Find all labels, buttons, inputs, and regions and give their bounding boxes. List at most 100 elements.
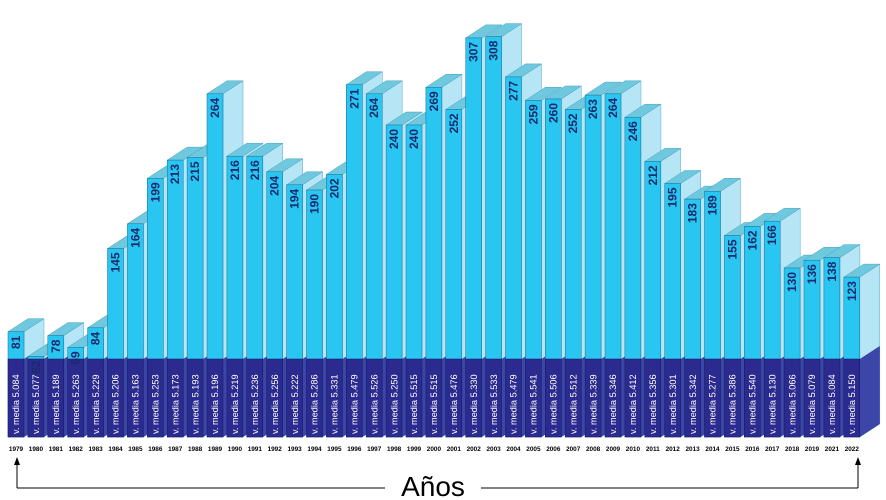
bar-band: [445, 358, 463, 438]
bar-band: [266, 358, 283, 438]
bar-band: [226, 358, 244, 438]
value-label: 260: [546, 103, 560, 123]
year-label: 1990: [228, 446, 243, 453]
bar-band: [47, 358, 65, 438]
year-label: 2014: [705, 446, 720, 453]
bar-band: [425, 358, 443, 438]
year-label: 2017: [765, 446, 780, 453]
year-label: 2021: [825, 446, 840, 453]
bar-band: [306, 358, 323, 438]
media-label: v. media 5.193: [190, 374, 200, 434]
year-label: 1991: [248, 446, 263, 453]
media-label: v. media 5.236: [250, 374, 260, 434]
value-label: 62: [29, 360, 43, 374]
value-label: 189: [706, 195, 720, 215]
bar-band: [127, 358, 144, 438]
value-label: 78: [49, 339, 63, 353]
media-label: v. media 5.515: [429, 374, 439, 434]
bar-side-band: [859, 346, 880, 437]
value-label: 213: [168, 164, 182, 184]
media-label: v. media 5.346: [608, 374, 618, 434]
year-label: 1986: [148, 446, 163, 453]
bar-band: [107, 358, 124, 438]
year-label: 2005: [526, 446, 541, 453]
bar-2022: 123 v. media 5.150 2022: [842, 263, 881, 453]
year-label: 1993: [287, 446, 302, 453]
media-label: v. media 5.173: [170, 374, 180, 434]
value-label: 307: [467, 42, 481, 62]
year-label: 1998: [387, 446, 402, 453]
media-label: v. media 5.130: [767, 374, 777, 434]
value-label: 166: [765, 225, 779, 245]
bar-band: [843, 358, 861, 438]
bar-band: [465, 358, 482, 438]
value-label: 69: [69, 351, 83, 365]
bar-band: [823, 358, 841, 438]
media-label: v. media 5.342: [688, 374, 698, 434]
year-label: 2016: [745, 446, 760, 453]
value-label: 216: [228, 160, 242, 180]
media-label: v. media 5.512: [568, 374, 578, 434]
bar-band: [724, 358, 741, 438]
bar-band: [485, 358, 502, 438]
year-label: 2000: [427, 446, 442, 453]
value-label: 271: [347, 88, 361, 108]
bar-band: [186, 358, 204, 438]
year-label: 1980: [29, 446, 44, 453]
media-label: v. media 5.301: [668, 374, 678, 434]
bar-band: [803, 358, 821, 438]
year-label: 1981: [49, 446, 64, 453]
media-label: v. media 5.515: [409, 374, 419, 434]
media-label: v. media 5.077: [31, 374, 41, 434]
media-label: v. media 5.084: [827, 374, 837, 434]
value-label: 155: [725, 239, 739, 259]
year-label: 1988: [188, 446, 203, 453]
value-label: 84: [89, 331, 103, 345]
year-label: 1985: [128, 446, 143, 453]
media-label: v. media 5.150: [847, 374, 857, 434]
value-label: 123: [845, 281, 859, 301]
media-label: v. media 5.526: [369, 374, 379, 434]
value-label: 136: [805, 264, 819, 284]
media-label: v. media 5.506: [549, 374, 559, 434]
bar-band: [704, 358, 721, 438]
value-label: 252: [566, 113, 580, 133]
media-label: v. media 5.206: [111, 374, 121, 434]
year-label: 2015: [725, 446, 740, 453]
media-label: v. media 5.479: [350, 374, 360, 434]
axis-arrow-left-head: [14, 457, 20, 465]
year-label: 1979: [9, 446, 24, 453]
bar-band: [405, 358, 423, 438]
media-label: v. media 5.277: [708, 374, 718, 434]
value-label: 194: [288, 188, 302, 208]
media-label: v. media 5.540: [748, 374, 758, 434]
media-label: v. media 5.263: [71, 374, 81, 434]
value-label: 240: [387, 129, 401, 149]
x-axis-label: Años: [401, 471, 465, 500]
bar-band: [87, 358, 104, 438]
bar-band: [664, 358, 681, 438]
year-label: 2010: [626, 446, 641, 453]
value-label: 195: [666, 187, 680, 207]
value-label: 264: [208, 97, 222, 117]
year-label: 1996: [347, 446, 362, 453]
value-label: 215: [188, 161, 202, 181]
value-label: 277: [507, 81, 521, 101]
media-label: v. media 5.339: [588, 374, 598, 434]
year-label: 2012: [666, 446, 681, 453]
bar-band: [147, 358, 164, 438]
bar-band: [584, 358, 602, 438]
media-label: v. media 5.196: [210, 374, 220, 434]
value-label: 308: [487, 40, 501, 60]
bar-band: [744, 358, 761, 438]
bar-band: [246, 358, 264, 438]
media-label: v. media 5.356: [648, 374, 658, 434]
value-label: 212: [646, 165, 660, 185]
bar-band: [644, 358, 662, 438]
value-label: 199: [148, 182, 162, 202]
value-label: 259: [526, 104, 540, 124]
year-label: 1987: [168, 446, 183, 453]
bar-band: [545, 358, 562, 438]
bar-band: [624, 358, 642, 438]
bar-band: [505, 358, 522, 438]
